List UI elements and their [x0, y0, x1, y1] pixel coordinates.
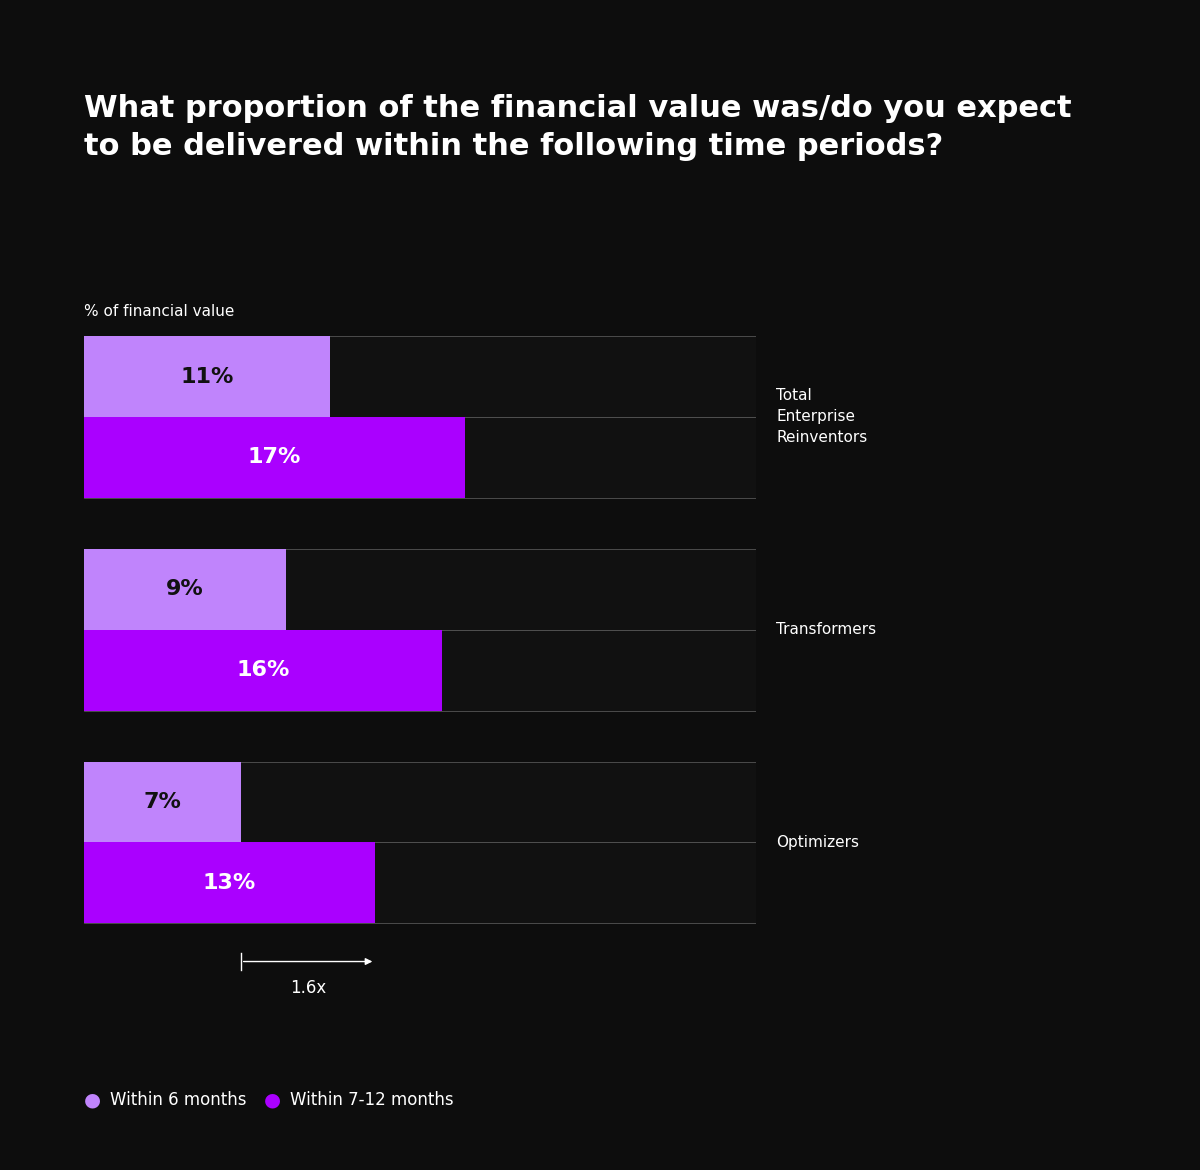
Text: 13%: 13% — [203, 873, 257, 893]
Bar — [84, 336, 330, 417]
Bar — [84, 549, 286, 629]
Text: Optimizers: Optimizers — [776, 835, 859, 849]
Bar — [84, 549, 756, 629]
Bar — [84, 762, 756, 842]
Bar — [84, 417, 756, 497]
Bar — [84, 842, 376, 923]
Bar — [84, 762, 241, 842]
Text: 17%: 17% — [247, 447, 301, 467]
Text: % of financial value: % of financial value — [84, 304, 234, 319]
Text: ●: ● — [84, 1090, 101, 1109]
Bar — [84, 629, 756, 710]
Text: 16%: 16% — [236, 660, 290, 680]
Bar — [84, 417, 464, 497]
Text: 9%: 9% — [166, 579, 204, 599]
Bar — [84, 629, 443, 710]
Text: Transformers: Transformers — [776, 622, 876, 638]
Text: 11%: 11% — [180, 366, 234, 386]
Text: What proportion of the financial value was/do you expect
to be delivered within : What proportion of the financial value w… — [84, 94, 1072, 160]
Text: 1.6x: 1.6x — [290, 978, 326, 997]
Text: 7%: 7% — [144, 792, 181, 812]
Bar — [84, 336, 756, 417]
Bar — [84, 842, 756, 923]
Text: Within 7-12 months: Within 7-12 months — [290, 1090, 454, 1109]
Text: ●: ● — [264, 1090, 281, 1109]
Text: Total
Enterprise
Reinventors: Total Enterprise Reinventors — [776, 388, 868, 446]
Text: Within 6 months: Within 6 months — [110, 1090, 247, 1109]
